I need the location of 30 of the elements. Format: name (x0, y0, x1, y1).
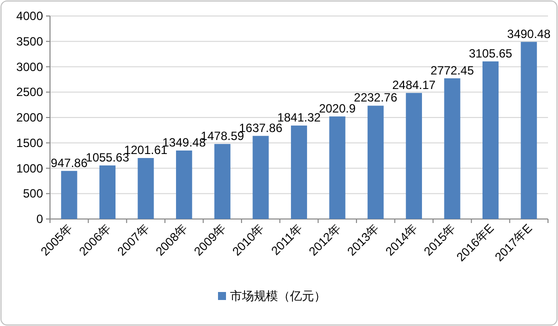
bar (290, 126, 308, 219)
y-tick-label: 2500 (16, 85, 44, 100)
bar (329, 116, 346, 219)
y-tick-label: 3500 (16, 34, 44, 48)
bar (99, 165, 116, 219)
data-label: 3105.65 (468, 46, 513, 60)
data-label: 947.86 (50, 156, 88, 170)
data-label: 2772.45 (430, 63, 474, 78)
bar (252, 136, 269, 219)
data-label: 2484.17 (392, 78, 436, 92)
data-label: 2020.9 (318, 101, 356, 116)
bar (406, 92, 422, 219)
bar (214, 144, 230, 219)
y-tick-label: 500 (22, 186, 44, 201)
bar (61, 170, 78, 219)
data-label: 3490.48 (507, 26, 551, 41)
y-tick-label: 4000 (16, 9, 44, 23)
legend-label: 市场规模（亿元） (230, 289, 326, 303)
bar (520, 42, 537, 219)
y-tick-label: 2000 (16, 110, 44, 124)
bar (138, 158, 154, 219)
y-tick-label: 3000 (16, 60, 44, 74)
bar (368, 106, 384, 219)
bar (176, 150, 192, 219)
y-tick-label: 1500 (16, 136, 44, 150)
data-label: 2232.76 (354, 90, 398, 105)
bar (444, 78, 460, 219)
y-tick-label: 0 (36, 212, 44, 226)
y-tick-label: 1000 (16, 161, 44, 176)
bar (482, 61, 499, 219)
